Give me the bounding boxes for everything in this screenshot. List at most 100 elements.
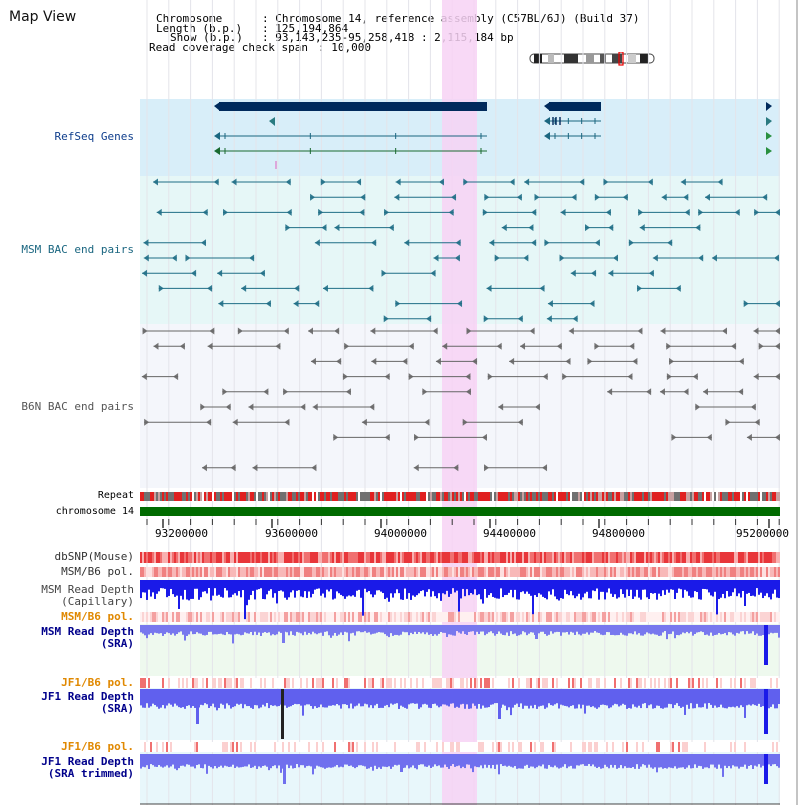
repeat-segment [464,492,466,501]
dbsnp-cell [390,552,392,563]
b6n-bac-pair-end [308,327,314,335]
msm-b6-pol2-cell [704,612,706,622]
b6n-bac-pair-end [408,342,414,350]
jf1-b6-pol2-cell [436,742,438,752]
jf1-b6-pol2-cell [656,742,658,752]
jf1-depth-trim-bar [348,754,350,767]
jf1-depth-sra-bar [654,689,656,709]
dbsnp-cell [158,552,160,563]
msm-depth-sra-bar [636,625,638,635]
jf1-b6-pol2-cell [702,742,704,752]
dbsnp-cell [216,552,218,563]
jf1-b6-pol-cell [580,678,582,688]
msm-depth-sra-bar [732,625,734,635]
msm-depth-sra-bar [622,625,624,635]
jf1-depth-sra-bar [140,689,142,706]
repeat-segment [244,492,246,501]
label-msm-depth-sra: MSM Read Depth [41,625,134,638]
repeat-segment [368,492,370,501]
dbsnp-cell [448,552,450,563]
msm-depth-capillary-bar [760,580,762,593]
jf1-depth-sra-bar [626,689,628,709]
dbsnp-cell [384,552,386,563]
jf1-b6-pol-cell [502,678,504,688]
jf1-depth-trim-bar [652,754,654,769]
msm-b6-pol2-cell [682,612,684,622]
repeat-segment [324,492,326,501]
jf1-b6-pol-cell [748,678,750,688]
msm-b6-pol2-cell [618,612,620,622]
msm-b6-pol2-cell [468,612,470,622]
msm-b6-pol2-cell [710,612,712,622]
msm-depth-capillary-bar [458,580,460,612]
msm-depth-sra-bar [736,625,738,633]
dbsnp-cell [334,552,336,563]
msm-depth-capillary-bar [432,580,434,592]
dbsnp-cell [688,552,690,563]
msm-depth-sra-bar [250,625,252,632]
msm-b6-pol2-cell [480,612,482,622]
msm-b6-pol-cell [650,567,652,577]
jf1-depth-sra-bar [714,689,716,706]
dbsnp-cell [590,552,592,563]
msm-depth-capillary-bar [426,580,428,592]
dbsnp-cell [250,552,252,563]
jf1-depth-sra-bar [610,689,612,708]
jf1-b6-pol2-cell [662,742,664,752]
jf1-depth-sra-bar [542,689,544,706]
jf1-b6-pol2-cell [738,742,740,752]
selected-region-highlight [442,0,477,805]
jf1-depth-sra-bar [530,689,532,706]
msm-depth-capillary-bar [140,580,142,599]
repeat-segment [634,492,636,501]
dbsnp-cell [272,552,274,563]
dbsnp-cell [144,552,146,563]
msm-depth-sra-bar [468,625,470,632]
repeat-segment [194,492,196,501]
jf1-b6-pol-cell [768,678,770,688]
jf1-depth-trim-bar [196,754,198,765]
msm-b6-pol-cell [310,567,312,577]
jf1-depth-trim-bar [370,754,372,767]
msm-depth-capillary-bar [350,580,352,597]
dbsnp-cell [426,552,428,563]
jf1-depth-trim-bar [246,754,248,767]
msm-bac-pair-end [734,208,740,216]
msm-b6-pol-cell [372,567,374,577]
msm-b6-pol2-cell [766,612,768,622]
jf1-b6-pol2-cell [232,742,234,752]
msm-b6-pol-cell [344,567,346,577]
msm-b6-pol2-cell [688,612,690,622]
msm-b6-pol2-cell [484,612,486,622]
jf1-b6-pol-cell [348,678,350,688]
jf1-b6-pol-cell [488,678,490,688]
jf1-b6-pol2-cell [182,742,184,752]
msm-depth-capillary-bar [638,580,640,598]
dbsnp-cell [318,552,320,563]
msm-depth-sra-bar [234,625,236,635]
msm-b6-pol2-cell [404,612,406,622]
jf1-b6-pol-cell [328,678,330,688]
dbsnp-cell [518,552,520,563]
jf1-depth-trim-bar [528,754,530,768]
jf1-b6-pol2-cell [354,742,356,752]
msm-b6-pol2-cell [764,612,766,622]
jf1-b6-pol-cell [336,678,338,688]
dbsnp-cell [314,552,316,563]
jf1-depth-trim-bar [602,754,604,769]
msm-b6-pol-cell [452,567,454,577]
msm-b6-pol-cell [476,567,478,577]
msm-depth-sra-bar [378,625,380,633]
jf1-depth-sra-bar [372,689,374,709]
jf1-depth-trim-bar [588,754,590,765]
msm-b6-pol2-cell [388,612,390,622]
msm-bac-pair-end [320,178,326,186]
dbsnp-cell [728,552,730,563]
b6n-bac-pair-end [683,388,689,396]
jf1-depth-sra-bar [424,689,426,704]
jf1-b6-pol-cell [234,678,236,688]
msm-depth-sra-bar [160,625,162,634]
msm-b6-pol2-cell [534,612,536,622]
